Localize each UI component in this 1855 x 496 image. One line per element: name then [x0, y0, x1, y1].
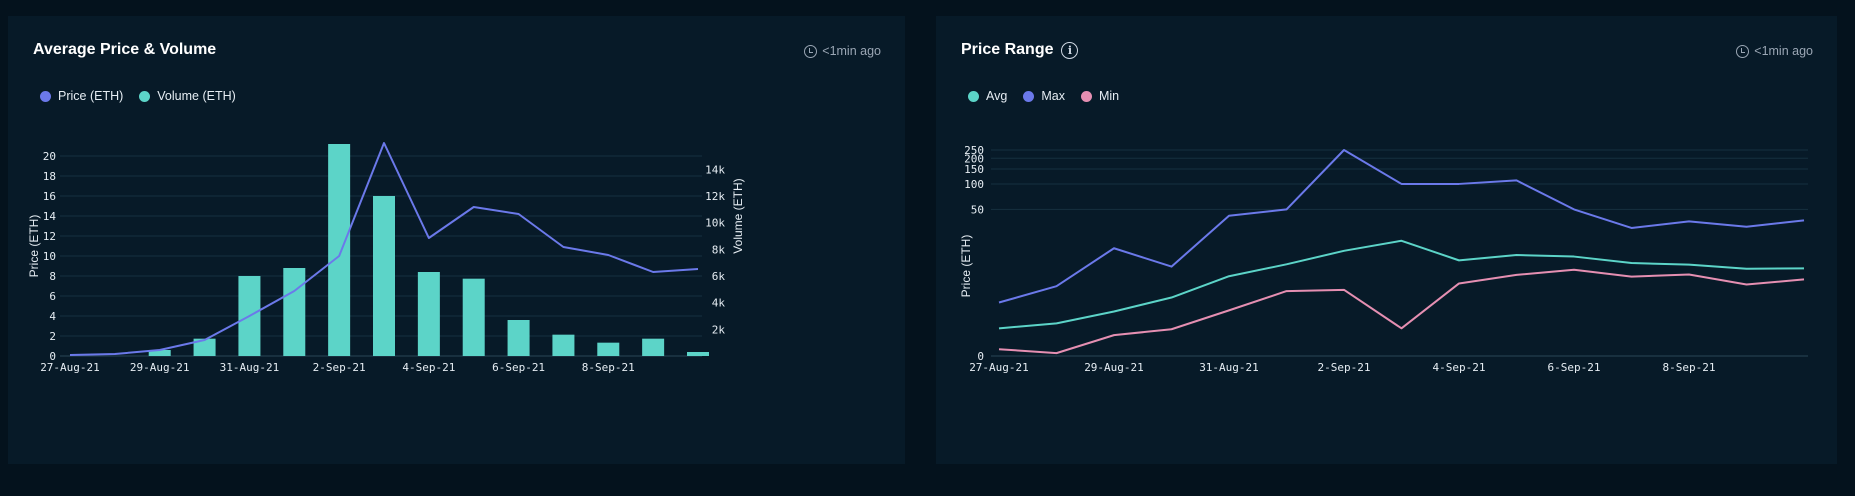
legend-item-volume[interactable]: Volume (ETH) — [139, 89, 236, 103]
volume-bar — [597, 342, 620, 356]
y2-tick-label: 8k — [712, 243, 726, 256]
y2-tick-label: 12k — [705, 190, 725, 203]
y2-tick-label: 2k — [712, 323, 726, 336]
y-tick-label: 8 — [49, 270, 56, 283]
x-tick-label: 6-Sep-21 — [1548, 361, 1601, 374]
price-line — [69, 142, 699, 356]
y2-tick-label: 10k — [705, 217, 725, 230]
y-tick-label: 20 — [43, 150, 56, 163]
legend-dot-price — [40, 90, 51, 102]
x-tick-label: 29-Aug-21 — [1084, 361, 1144, 374]
last-updated: <1min ago — [804, 44, 881, 58]
x-tick-label: 31-Aug-21 — [1199, 361, 1259, 374]
legend-dot-min — [1080, 90, 1092, 102]
volume-bar — [283, 268, 306, 356]
volume-bar — [687, 352, 709, 356]
y-axis-label: Price (ETH) — [27, 215, 41, 278]
chart-legend: Avg Max Min — [968, 89, 1119, 103]
legend-item-min[interactable]: Min — [1080, 89, 1120, 103]
x-tick-label: 29-Aug-21 — [130, 361, 190, 374]
volume-bar — [193, 338, 216, 356]
panel-title-text: Price Range — [961, 41, 1054, 58]
volume-bar — [373, 196, 395, 356]
series-line-avg — [998, 239, 1805, 330]
volume-bar — [642, 338, 665, 356]
x-tick-label: 31-Aug-21 — [220, 361, 280, 374]
volume-bar — [148, 350, 171, 356]
y-tick-label: 250 — [964, 144, 984, 157]
legend-label: Avg — [986, 89, 1008, 103]
volume-bar — [462, 278, 485, 356]
volume-bar — [328, 144, 351, 356]
x-tick-label: 2-Sep-21 — [313, 361, 366, 374]
x-tick-label: 27-Aug-21 — [40, 361, 100, 374]
legend-label: Min — [1098, 89, 1120, 103]
y-tick-label: 10 — [43, 250, 56, 263]
x-tick-label: 8-Sep-21 — [582, 361, 635, 374]
x-tick-label: 4-Sep-21 — [402, 361, 455, 374]
price-volume-panel: Average Price & Volume <1min ago Price (… — [8, 16, 905, 464]
x-tick-label: 27-Aug-21 — [969, 361, 1029, 374]
last-updated-text: <1min ago — [822, 44, 881, 58]
legend-item-max[interactable]: Max — [1023, 89, 1065, 103]
legend-label: Price (ETH) — [58, 89, 124, 103]
chart-legend: Price (ETH) Volume (ETH) — [40, 89, 236, 103]
y-tick-label: 6 — [49, 290, 56, 303]
y-tick-label: 2 — [49, 330, 56, 343]
y2-tick-label: 4k — [712, 297, 726, 310]
legend-item-price[interactable]: Price (ETH) — [40, 89, 123, 103]
y-axis-label: Price (ETH) — [959, 235, 973, 298]
volume-bar — [417, 272, 440, 356]
y-tick-label: 100 — [964, 178, 984, 191]
panel-title: Average Price & Volume — [33, 41, 217, 58]
legend-item-avg[interactable]: Avg — [968, 89, 1007, 103]
y-tick-label: 14 — [43, 210, 57, 223]
last-updated: <1min ago — [1736, 44, 1813, 58]
y-tick-label: 16 — [43, 190, 56, 203]
y2-axis-label: Volume (ETH) — [731, 178, 745, 253]
last-updated-text: <1min ago — [1754, 44, 1813, 58]
y-tick-label: 12 — [43, 230, 56, 243]
y-tick-label: 18 — [43, 170, 56, 183]
y2-tick-label: 6k — [712, 270, 726, 283]
y-tick-label: 50 — [971, 203, 984, 216]
y-tick-label: 150 — [964, 163, 984, 176]
y-tick-label: 200 — [964, 152, 984, 165]
panel-title: Price Range i — [961, 41, 1079, 59]
volume-bar — [552, 334, 575, 356]
price-range-panel: Price Range i <1min ago Avg Max Min 0 50 1… — [936, 16, 1837, 464]
y-tick-label: 0 — [49, 350, 56, 363]
series-line-min — [998, 268, 1805, 355]
x-tick-label: 6-Sep-21 — [492, 361, 545, 374]
x-tick-label: 4-Sep-21 — [1433, 361, 1486, 374]
y-tick-label: 0 — [977, 350, 984, 363]
price-volume-chart: 0 2 4 6 8 10 12 14 16 18 20 2k 4k 6k 8k 10k 12k 14k Price … — [27, 142, 745, 374]
x-tick-label: 8-Sep-21 — [1663, 361, 1716, 374]
info-icon[interactable]: i — [1061, 41, 1079, 59]
legend-dot-volume — [139, 90, 151, 102]
y-tick-label: 4 — [49, 310, 56, 323]
legend-dot-avg — [968, 90, 979, 102]
legend-dot-max — [1023, 90, 1035, 102]
clock-icon — [1736, 44, 1750, 58]
legend-label: Max — [1041, 89, 1065, 103]
legend-label: Volume (ETH) — [157, 89, 236, 103]
volume-bar — [507, 320, 530, 356]
x-tick-label: 2-Sep-21 — [1318, 361, 1371, 374]
clock-icon — [804, 44, 818, 58]
series-line-max — [998, 149, 1805, 304]
y2-tick-label: 14k — [705, 163, 725, 176]
